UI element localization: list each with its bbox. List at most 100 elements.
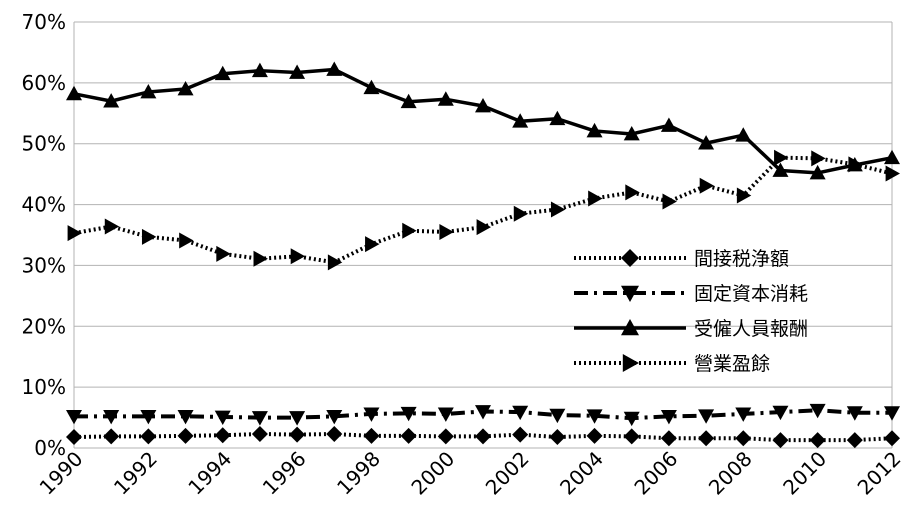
- legend-marker: [621, 249, 639, 267]
- data-point: [512, 405, 529, 421]
- data-point: [437, 428, 454, 445]
- x-tick-label: 2006: [629, 447, 682, 500]
- data-point: [848, 156, 863, 173]
- data-point: [549, 429, 566, 446]
- data-point: [103, 428, 120, 445]
- data-point: [884, 406, 900, 421]
- data-point: [550, 201, 566, 218]
- data-point: [513, 205, 529, 222]
- legend-label: 受僱人員報酬: [694, 318, 808, 340]
- data-point: [698, 430, 715, 447]
- data-point: [660, 409, 677, 425]
- legend-item: 固定資本消耗: [574, 283, 808, 305]
- data-point: [214, 65, 231, 81]
- data-point: [66, 429, 82, 446]
- legend-marker: [621, 319, 639, 336]
- data-point: [476, 219, 491, 236]
- data-point: [884, 149, 900, 165]
- data-point: [326, 409, 343, 425]
- data-point: [698, 409, 715, 424]
- data-point: [588, 190, 603, 207]
- data-point: [437, 91, 454, 106]
- data-point: [290, 248, 306, 265]
- series-line: [73, 67, 893, 175]
- data-point: [512, 113, 529, 128]
- data-point: [103, 93, 120, 108]
- data-point: [475, 405, 491, 420]
- data-point: [140, 83, 157, 99]
- data-point: [475, 428, 491, 445]
- y-tick-label: 10%: [22, 375, 66, 399]
- data-point: [884, 430, 900, 447]
- x-tick-label: 1992: [109, 447, 162, 500]
- series-line: [73, 155, 893, 265]
- data-point: [140, 428, 157, 445]
- data-point: [177, 80, 194, 96]
- data-point: [363, 427, 380, 444]
- x-tick-label: 2002: [481, 447, 534, 500]
- data-point: [586, 409, 603, 424]
- data-point: [103, 409, 120, 425]
- data-point: [809, 432, 826, 449]
- legend-marker: [621, 285, 639, 302]
- data-point: [400, 427, 417, 444]
- data-point: [67, 225, 82, 242]
- legend-label: 營業盈餘: [694, 353, 770, 375]
- y-tick-label: 0%: [34, 436, 66, 460]
- data-point: [400, 406, 417, 422]
- data-point: [214, 410, 231, 425]
- data-point: [326, 426, 343, 443]
- data-point: [662, 193, 677, 210]
- x-tick-label: 1998: [332, 447, 385, 500]
- y-tick-label: 20%: [22, 314, 66, 338]
- data-point: [365, 236, 380, 253]
- data-point: [289, 426, 306, 443]
- data-point: [623, 428, 640, 445]
- x-tick-label: 2008: [704, 447, 757, 500]
- y-tick-label: 60%: [22, 71, 66, 95]
- data-point: [216, 245, 231, 262]
- data-point: [772, 432, 789, 449]
- data-point: [586, 427, 603, 444]
- legend-label: 固定資本消耗: [694, 283, 808, 305]
- data-point: [660, 430, 677, 447]
- series-2: [66, 61, 900, 180]
- y-tick-label: 50%: [22, 132, 66, 156]
- legend-label: 間接税浄額: [694, 248, 789, 270]
- data-point: [66, 85, 82, 101]
- data-point: [402, 222, 417, 239]
- data-point: [811, 150, 826, 167]
- data-point: [774, 149, 789, 166]
- data-point: [549, 408, 566, 424]
- data-point: [809, 164, 826, 180]
- data-point: [177, 427, 194, 444]
- data-point: [809, 403, 826, 419]
- legend-item: 受僱人員報酬: [574, 318, 808, 340]
- data-point: [736, 187, 752, 204]
- series-1: [66, 403, 900, 427]
- data-point: [512, 426, 529, 443]
- data-point: [772, 405, 789, 421]
- series-0: [66, 426, 900, 449]
- legend-item: 營業盈餘: [574, 353, 770, 375]
- data-point: [326, 61, 343, 76]
- series-group: [66, 61, 900, 449]
- data-point: [214, 427, 231, 444]
- data-point: [699, 177, 715, 194]
- data-point: [289, 64, 306, 79]
- data-point: [623, 411, 640, 427]
- x-tick-label: 1994: [183, 447, 236, 500]
- data-point: [400, 93, 417, 109]
- x-tick-label: 2004: [555, 447, 608, 500]
- data-point: [846, 432, 863, 449]
- data-point: [439, 223, 454, 240]
- series-line: [73, 432, 893, 443]
- y-tick-label: 70%: [22, 10, 66, 34]
- data-point: [475, 97, 491, 113]
- series-3: [67, 149, 900, 271]
- data-point: [735, 407, 752, 422]
- data-point: [623, 125, 640, 141]
- legend-item: 間接税浄額: [574, 248, 789, 270]
